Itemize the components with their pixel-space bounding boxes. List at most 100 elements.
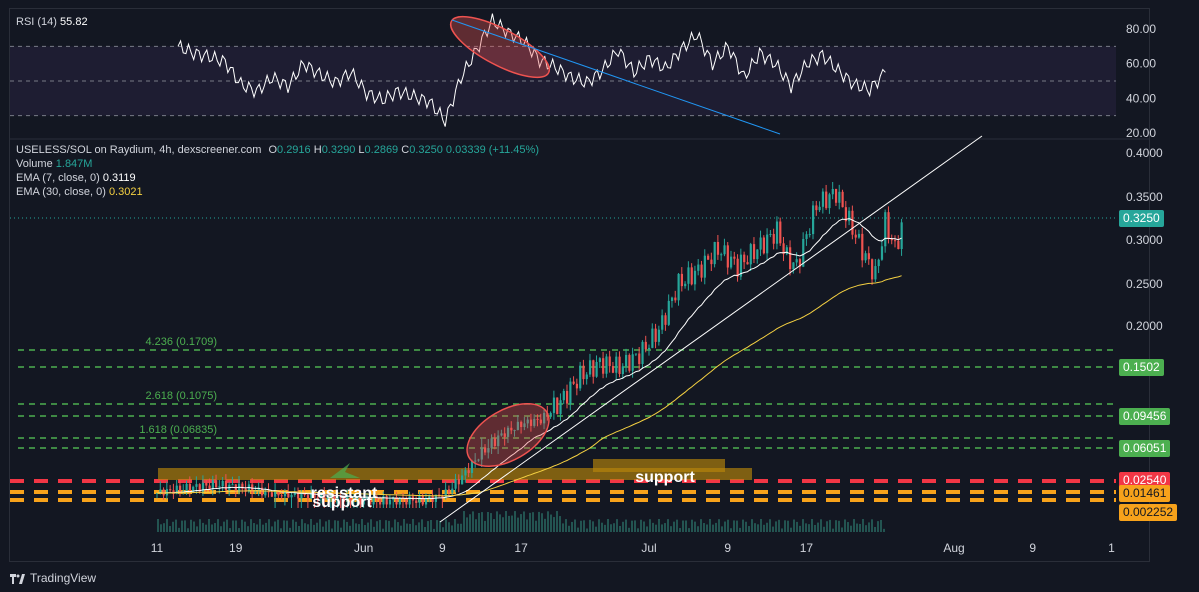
candle-body bbox=[588, 360, 592, 375]
volume-bar bbox=[778, 519, 780, 532]
price-tick-label: 0.2000 bbox=[1126, 319, 1163, 333]
candle-body bbox=[861, 233, 864, 261]
volume-bar bbox=[529, 512, 531, 532]
volume-bar bbox=[433, 528, 435, 532]
candle-body bbox=[854, 234, 857, 238]
volume-bar bbox=[457, 523, 459, 532]
volume-bar bbox=[493, 519, 495, 532]
price-tag: 0.01461 bbox=[1119, 485, 1171, 502]
volume-bar bbox=[676, 519, 678, 532]
candle-body bbox=[825, 191, 828, 209]
candle-body bbox=[470, 460, 474, 473]
candle-body bbox=[638, 353, 641, 365]
price-tick-label: 0.2500 bbox=[1126, 277, 1163, 291]
volume-bar bbox=[718, 519, 720, 532]
volume-bar bbox=[859, 523, 861, 532]
candle-body bbox=[274, 491, 277, 497]
candle-body bbox=[549, 412, 552, 416]
volume-bar bbox=[619, 525, 621, 532]
resistant-label: resistant bbox=[311, 485, 378, 502]
volume-bar bbox=[451, 525, 453, 532]
volume-bar bbox=[727, 519, 729, 532]
candle-body bbox=[493, 438, 497, 447]
candle-body bbox=[779, 221, 782, 244]
volume-bar bbox=[652, 522, 654, 532]
candle-body bbox=[752, 244, 756, 260]
rsi-divergence-ellipse bbox=[449, 15, 551, 79]
volume-bar bbox=[544, 518, 546, 532]
volume-row: Volume 1.847M bbox=[16, 157, 539, 171]
volume-bar bbox=[571, 521, 573, 532]
volume-bar bbox=[340, 527, 342, 532]
candle-body bbox=[218, 486, 221, 488]
volume-bar bbox=[868, 522, 870, 532]
volume-bar bbox=[499, 514, 501, 532]
candle-body bbox=[516, 421, 519, 431]
ema30-label[interactable]: EMA (30, close, 0) bbox=[16, 186, 106, 198]
candle-body bbox=[897, 240, 900, 249]
volume-bar bbox=[322, 526, 324, 532]
candle-body bbox=[815, 205, 818, 211]
price-tag: 0.02540 bbox=[1119, 472, 1171, 489]
candle-body bbox=[818, 206, 821, 211]
volume-bar bbox=[478, 512, 480, 532]
candle-body bbox=[831, 189, 834, 195]
candle-body bbox=[428, 495, 431, 499]
candle-body bbox=[582, 365, 585, 380]
candle-body bbox=[651, 328, 654, 348]
volume-bar bbox=[562, 523, 564, 532]
volume-bar bbox=[703, 523, 705, 532]
candle-body bbox=[539, 419, 542, 424]
candle-body bbox=[628, 354, 631, 371]
candle-body bbox=[336, 495, 339, 504]
volume-bar bbox=[688, 528, 690, 532]
candle-body bbox=[579, 365, 582, 389]
volume-bar bbox=[289, 527, 291, 532]
candle-body bbox=[382, 496, 385, 505]
time-tick-label: 11 bbox=[151, 541, 164, 555]
tradingview-brand[interactable]: TradingView bbox=[10, 571, 96, 585]
volume-bar bbox=[412, 519, 414, 532]
volume-bar bbox=[733, 520, 735, 532]
volume-bar bbox=[769, 519, 771, 532]
volume-bar bbox=[301, 519, 303, 532]
price-legend: USELESS/SOL on Raydium, 4h, dexscreener.… bbox=[16, 143, 539, 199]
candle-body bbox=[739, 254, 743, 277]
volume-bar bbox=[853, 519, 855, 532]
ema7-label[interactable]: EMA (7, close, 0) bbox=[16, 172, 100, 184]
volume-label[interactable]: Volume bbox=[16, 158, 53, 170]
symbol-name[interactable]: USELESS/SOL on Raydium, 4h, dexscreener.… bbox=[16, 144, 262, 156]
volume-bar bbox=[178, 527, 180, 532]
volume-bar bbox=[772, 526, 774, 532]
volume-bar bbox=[436, 520, 438, 532]
candle-body bbox=[834, 189, 838, 203]
candle-body bbox=[595, 361, 598, 377]
volume-bar bbox=[352, 519, 354, 532]
volume-bar bbox=[448, 522, 450, 532]
candle-body bbox=[487, 448, 490, 453]
volume-bar bbox=[454, 519, 456, 532]
candle-body bbox=[198, 484, 201, 492]
candle-body bbox=[759, 237, 762, 250]
candle-body bbox=[690, 267, 693, 285]
volume-bar bbox=[205, 524, 207, 532]
rsi-trendline bbox=[451, 19, 781, 135]
candle-body bbox=[746, 262, 749, 265]
candle-body bbox=[477, 459, 480, 461]
volume-bar bbox=[643, 521, 645, 532]
candle-body bbox=[385, 496, 388, 505]
volume-bar bbox=[613, 523, 615, 532]
candle-body bbox=[467, 470, 470, 473]
candle-body bbox=[356, 495, 359, 500]
candle-body bbox=[444, 489, 447, 499]
volume-bar bbox=[247, 526, 249, 532]
candle-body bbox=[880, 246, 884, 260]
candle-body bbox=[169, 489, 172, 491]
candle-body bbox=[894, 240, 897, 242]
candle-body bbox=[812, 205, 815, 235]
volume-bar bbox=[670, 526, 672, 532]
candle-body bbox=[608, 356, 611, 367]
ema30-value: 0.3021 bbox=[108, 186, 143, 198]
volume-bar bbox=[226, 519, 228, 532]
